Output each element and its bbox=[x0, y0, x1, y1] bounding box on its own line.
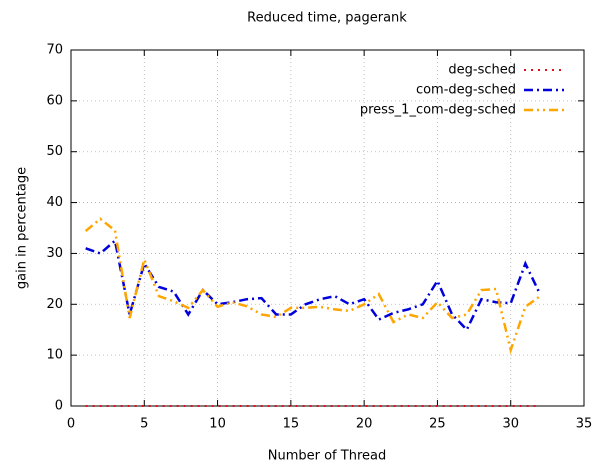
y-tick-label: 60 bbox=[46, 93, 63, 108]
series-line bbox=[85, 238, 542, 332]
x-axis-label: Number of Thread bbox=[268, 449, 386, 464]
y-tick-label: 30 bbox=[46, 246, 63, 261]
x-tick-label: 15 bbox=[283, 417, 300, 432]
y-tick-label: 20 bbox=[46, 297, 63, 312]
x-tick-label: 5 bbox=[140, 417, 148, 432]
legend-label: com-deg-sched bbox=[416, 83, 516, 98]
x-tick-label: 30 bbox=[502, 417, 519, 432]
y-tick-label: 40 bbox=[46, 195, 63, 210]
plot-border bbox=[70, 49, 585, 407]
x-tick-label: 10 bbox=[209, 417, 226, 432]
series-line bbox=[84, 217, 541, 355]
y-tick-label: 10 bbox=[46, 348, 63, 363]
y-tick-label: 50 bbox=[46, 144, 63, 159]
x-tick-label: 20 bbox=[356, 417, 373, 432]
y-tick-label: 70 bbox=[46, 43, 63, 58]
chart-title: Reduced time, pagerank bbox=[247, 11, 407, 26]
x-tick-label: 35 bbox=[576, 417, 593, 432]
legend-label: deg-sched bbox=[448, 63, 516, 78]
y-axis-label: gain in percentage bbox=[15, 167, 30, 289]
y-tick-label: 0 bbox=[55, 399, 63, 414]
legend-label: press_1_com-deg-sched bbox=[360, 103, 516, 118]
x-tick-label: 25 bbox=[429, 417, 446, 432]
x-tick-label: 0 bbox=[67, 417, 75, 432]
